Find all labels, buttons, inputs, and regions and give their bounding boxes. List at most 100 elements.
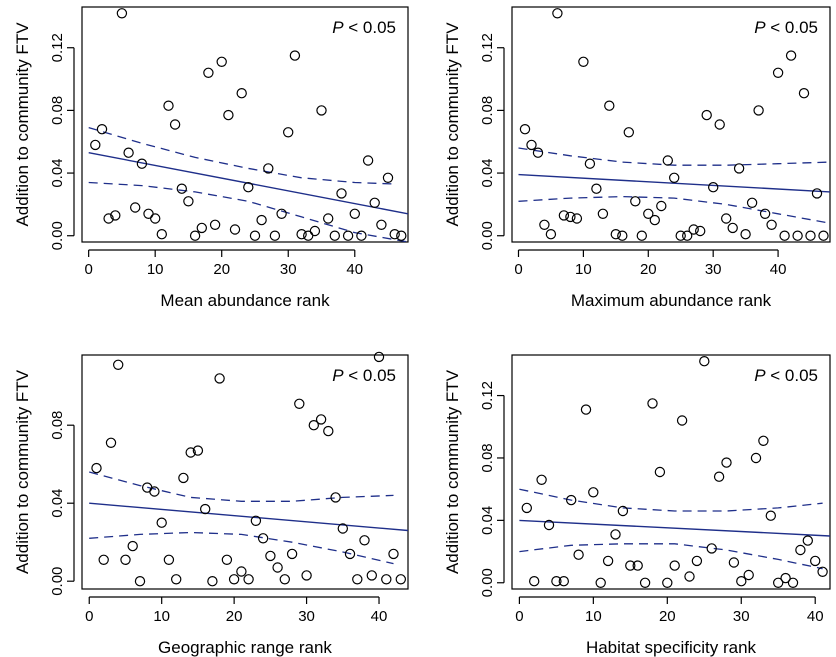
data-point [682, 230, 693, 241]
data-point [143, 208, 154, 219]
ci-lower-line [89, 531, 394, 565]
y-tick-label: 0.08 [479, 96, 496, 125]
data-point [713, 471, 725, 482]
data-point [795, 544, 806, 556]
data-point [688, 224, 699, 235]
data-point [207, 576, 218, 587]
data-point [632, 560, 643, 571]
data-point [656, 200, 667, 212]
data-point [163, 554, 175, 566]
x-tick-label: 20 [640, 261, 657, 278]
data-point [779, 230, 790, 241]
data-point [532, 147, 544, 158]
data-point [529, 576, 540, 587]
data-point [639, 577, 651, 589]
data-point [785, 50, 797, 61]
data-point [766, 219, 777, 230]
data-point [185, 447, 196, 458]
data-point [543, 519, 555, 531]
y-axis-title: Addition to community FTV [443, 22, 462, 227]
data-point [610, 228, 622, 240]
data-point [183, 196, 194, 207]
data-point [736, 576, 747, 587]
data-point [818, 230, 829, 241]
x-tick-label: 10 [147, 261, 164, 278]
data-point [758, 435, 769, 446]
data-point [192, 445, 204, 456]
y-tick-label: 0.04 [479, 158, 496, 187]
x-tick-label: 20 [213, 261, 230, 278]
x-tick-label: 40 [770, 261, 787, 278]
data-point [229, 224, 241, 235]
y-tick-label: 0.00 [479, 568, 496, 597]
x-tick-label: 0 [514, 261, 522, 278]
data-point [376, 219, 387, 230]
x-tick-label: 20 [226, 608, 243, 625]
data-point [110, 210, 121, 221]
data-point [519, 123, 531, 135]
data-point [236, 566, 247, 577]
data-point [558, 210, 570, 221]
y-tick-label: 0.00 [479, 221, 496, 250]
data-point [98, 554, 109, 566]
data-point [617, 505, 629, 517]
data-point [551, 576, 562, 587]
plot-frame [511, 6, 831, 243]
data-point [740, 228, 751, 240]
data-point [388, 548, 399, 560]
y-tick-label: 0.12 [49, 33, 66, 62]
data-point [263, 163, 274, 174]
data-point [221, 554, 233, 566]
x-tick-label: 40 [371, 608, 388, 625]
data-point [373, 351, 385, 363]
x-axis-title: Maximum abundance rank [571, 291, 772, 310]
data-point [584, 158, 596, 169]
x-axis-title: Mean abundance rank [160, 291, 330, 310]
data-point [798, 87, 810, 99]
data-point [303, 230, 314, 241]
data-point [163, 100, 174, 111]
x-tick-label: 30 [733, 608, 750, 625]
data-point [203, 67, 214, 79]
data-point [526, 139, 537, 151]
data-point [349, 208, 360, 219]
data-point [90, 139, 101, 151]
data-point [753, 105, 764, 116]
data-point [214, 373, 225, 384]
data-point [330, 492, 341, 503]
data-point [787, 577, 799, 589]
y-tick-label: 0.12 [479, 33, 496, 62]
data-point [662, 577, 673, 589]
data-point [595, 577, 606, 589]
data-point [170, 574, 182, 585]
data-point [695, 225, 706, 237]
y-tick-label: 0.04 [49, 158, 66, 187]
regression-line [518, 173, 830, 193]
data-point [315, 414, 327, 425]
y-tick-label: 0.08 [479, 443, 496, 472]
data-point [647, 398, 658, 409]
data-point [395, 574, 406, 585]
ci-lower-line [519, 543, 823, 570]
data-point [272, 562, 283, 573]
data-point [129, 202, 141, 213]
data-point [654, 466, 666, 478]
ci-upper-line [518, 147, 830, 166]
data-point [743, 569, 754, 581]
data-point [662, 155, 674, 166]
data-point [573, 549, 584, 560]
data-point [721, 213, 732, 224]
p-value-annotation: P < 0.05 [754, 18, 818, 37]
data-point [362, 155, 374, 166]
data-point [382, 172, 394, 183]
p-value-annotation: P < 0.05 [332, 18, 396, 37]
data-point [356, 230, 367, 241]
data-point [294, 398, 305, 409]
panel-1: 0 10 20 30 40 0.00 0.04 0.08 0.12 Mean abundance … [13, 6, 409, 310]
data-point [691, 555, 703, 567]
data-point [249, 230, 261, 241]
data-point [169, 119, 181, 130]
data-point [588, 487, 599, 498]
data-point [539, 219, 550, 230]
